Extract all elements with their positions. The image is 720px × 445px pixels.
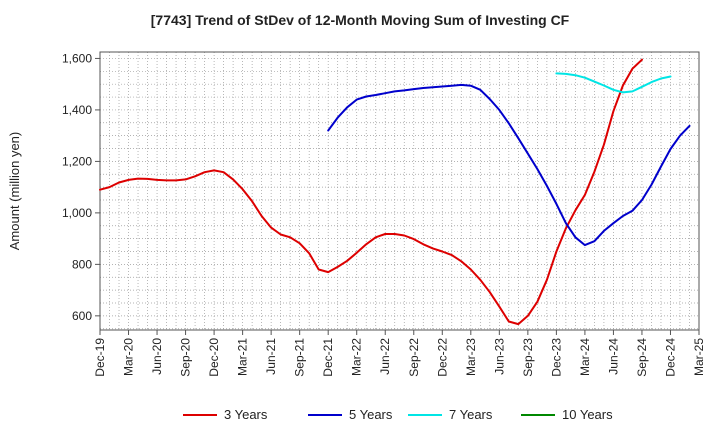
y-axis-label: Amount (million yen) (7, 132, 22, 251)
plot-frame (99, 51, 700, 331)
x-tick-label: Mar-20 (122, 338, 136, 376)
x-tick-label: Jun-20 (150, 338, 164, 375)
x-tick-label: Jun-23 (492, 338, 506, 375)
x-tick-label: Dec-19 (93, 338, 107, 377)
legend-label: 5 Years (349, 407, 393, 422)
series-line-7-years (555, 72, 672, 94)
x-tick-label: Mar-23 (464, 338, 478, 376)
legend-item-3-years: 3 Years (183, 407, 268, 422)
chart-title: [7743] Trend of StDev of 12-Month Moving… (151, 12, 570, 28)
x-tick-label: Sep-21 (293, 338, 307, 377)
y-tick-label: 1,600 (62, 51, 92, 65)
y-tick-label: 1,400 (62, 103, 92, 117)
x-tick-label: Dec-21 (321, 338, 335, 377)
x-tick-label: Dec-23 (549, 338, 563, 377)
y-tick-label: 800 (72, 257, 92, 271)
y-tick-label: 1,000 (62, 206, 92, 220)
x-tick-label: Jun-24 (606, 338, 620, 375)
legend-label: 3 Years (224, 407, 268, 422)
legend-item-5-years: 5 Years (308, 407, 393, 422)
x-axis-ticks: Dec-19 Mar-20 Jun-20 Sep-20 Dec-20 Mar-21 Jun-… (93, 330, 706, 377)
x-tick-label: Dec-20 (207, 338, 221, 377)
x-tick-label: Mar-25 (692, 338, 706, 376)
legend-item-7-years: 7 Years (408, 407, 493, 422)
series-line-3-years (99, 58, 643, 326)
x-tick-label: Mar-21 (236, 338, 250, 376)
y-tick-label: 600 (72, 309, 92, 323)
x-tick-label: Jun-21 (264, 338, 278, 375)
x-tick-label: Sep-22 (407, 338, 421, 377)
x-tick-label: Sep-20 (179, 338, 193, 377)
x-tick-label: Mar-24 (578, 338, 592, 376)
y-axis-ticks: 600 800 1,000 1,200 1,400 1,600 (62, 51, 100, 323)
y-tick-label: 1,200 (62, 154, 92, 168)
grid (99, 52, 700, 330)
x-tick-label: Dec-24 (663, 338, 677, 377)
legend-label: 7 Years (449, 407, 493, 422)
legend-item-10-years: 10 Years (521, 407, 613, 422)
legend-label: 10 Years (562, 407, 613, 422)
series-lines (99, 58, 691, 326)
x-tick-label: Mar-22 (350, 338, 364, 376)
series-line-5-years (327, 83, 691, 247)
x-tick-label: Sep-23 (521, 338, 535, 377)
x-tick-label: Dec-22 (435, 338, 449, 377)
x-tick-label: Sep-24 (635, 338, 649, 377)
x-tick-label: Jun-22 (378, 338, 392, 375)
legend: 3 Years 5 Years 7 Years 10 Years (183, 407, 613, 422)
